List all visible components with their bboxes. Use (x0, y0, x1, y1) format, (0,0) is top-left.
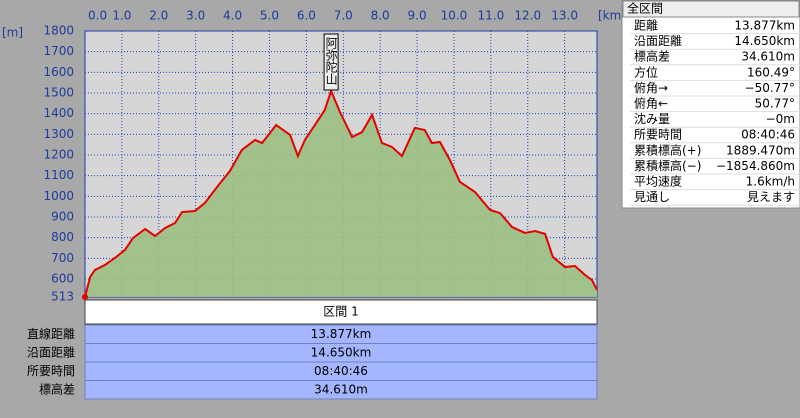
section-value: 14.650km (311, 346, 372, 360)
summary-value: 1.6km/h (746, 175, 795, 189)
summary-value: 13.877km (734, 19, 795, 33)
summary-value: 14.650km (734, 34, 795, 48)
y-tick-label: 1300 (43, 127, 74, 141)
summary-label: 標高差 (634, 49, 670, 64)
y-tick-label: 1400 (43, 106, 74, 120)
summary-value: 1889.470m (726, 143, 795, 157)
summary-value: 見えます (747, 190, 795, 204)
y-tick-label: 700 (51, 251, 74, 265)
section-label: 沿面距離 (27, 346, 75, 360)
section-label: 所要時間 (27, 364, 75, 378)
y-tick-label: 1500 (43, 86, 74, 100)
section-title: 区間 1 (323, 305, 358, 319)
summary-label: 俯角← (634, 96, 668, 111)
x-tick-label: 6.0 (297, 9, 316, 23)
summary-label: 沈み量 (634, 111, 670, 126)
x-tick-label: 9.0 (408, 9, 427, 23)
summary-label: 距離 (634, 19, 658, 33)
summary-value: −0m (766, 112, 795, 126)
x-tick-label: 0.0 (88, 9, 107, 23)
y-tick-label: 1200 (43, 148, 74, 162)
summary-header (622, 0, 800, 18)
summary-label: 平均速度 (634, 174, 682, 189)
section-header (84, 299, 598, 325)
x-tick-label: 5.0 (260, 9, 279, 23)
y-unit: [m] (2, 26, 23, 40)
x-tick-label: 3.0 (186, 9, 205, 23)
section-label: 直線距離 (27, 326, 75, 341)
annotation: 阿弥陀山 (324, 37, 338, 85)
summary-title: 全区間 (627, 1, 663, 16)
summary-value: 160.49° (747, 65, 795, 79)
summary-label: 方位 (634, 64, 658, 79)
y-tick-label: 600 (51, 272, 74, 286)
y-tick-label: 1100 (43, 168, 74, 182)
x-unit: [km] (598, 9, 626, 23)
y-tick-label: 900 (51, 210, 74, 224)
x-tick-label: 11.0 (477, 9, 504, 23)
y-tick-label: 1800 (43, 24, 74, 38)
summary-label: 所要時間 (634, 128, 682, 142)
start-marker (82, 294, 88, 300)
section-value: 34.610m (314, 383, 368, 397)
summary-value: −1854.860m (716, 159, 795, 173)
profile-area (85, 90, 597, 298)
summary-value: −50.77° (745, 81, 795, 95)
x-tick-label: 10.0 (441, 9, 468, 23)
summary-value: 50.77° (755, 97, 795, 111)
summary-value: 08:40:46 (741, 128, 795, 142)
summary-panel (621, 0, 800, 209)
profile-line (84, 88, 598, 298)
section-value: 13.877km (311, 327, 372, 341)
summary-label: 沿面距離 (634, 34, 682, 48)
y-tick-label: 800 (51, 230, 74, 244)
summary-label: 累積標高(+) (634, 142, 701, 157)
x-tick-label: 4.0 (223, 9, 242, 23)
x-tick-label: 2.0 (149, 9, 168, 23)
section-value: 08:40:46 (314, 364, 368, 378)
summary-label: 俯角→ (634, 80, 668, 95)
summary-value: 34.610m (741, 50, 795, 64)
x-tick-label: 7.0 (334, 9, 353, 23)
summary-label: 累積標高(−) (634, 158, 701, 173)
y-tick-label: 1600 (43, 65, 74, 79)
y-tick-label: 1000 (43, 189, 74, 203)
summary-label: 見通し (634, 190, 670, 204)
y-tick-label: 1700 (43, 44, 74, 58)
section-label: 標高差 (39, 382, 75, 397)
x-tick-label: 8.0 (371, 9, 390, 23)
y-tick-label: 513 (51, 290, 74, 304)
x-tick-label: 12.0 (514, 9, 541, 23)
x-tick-label: 13.0 (551, 9, 578, 23)
x-tick-label: 1.0 (112, 9, 131, 23)
section-cell (84, 380, 598, 400)
